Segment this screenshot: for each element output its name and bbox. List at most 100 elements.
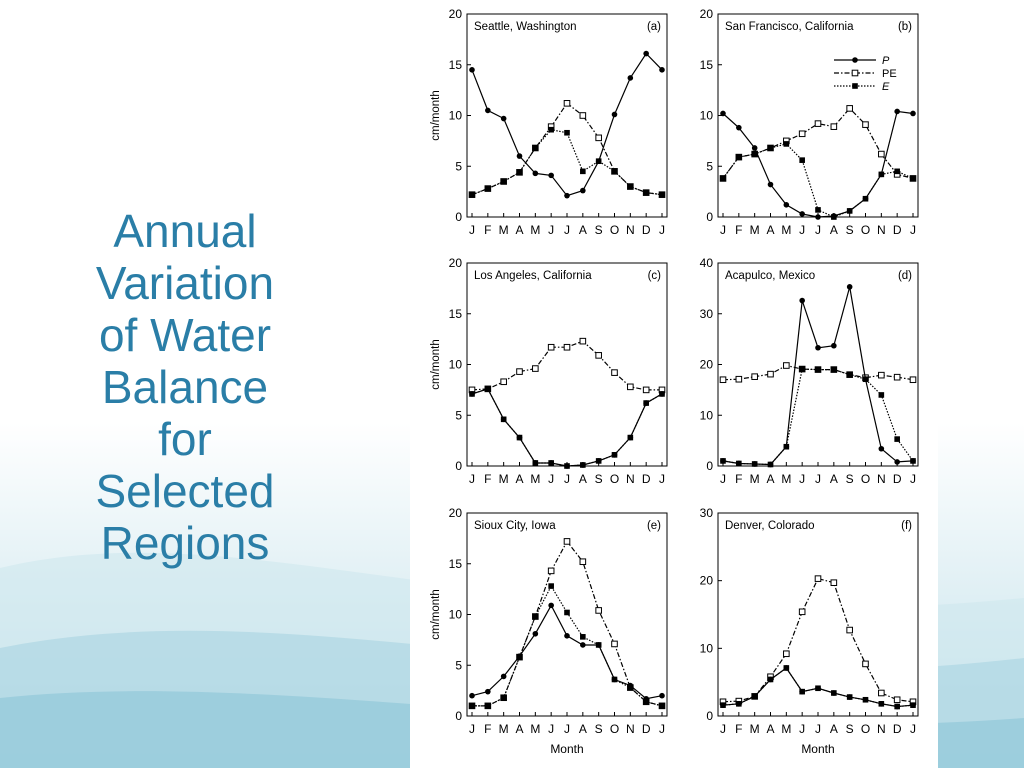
point-p — [720, 702, 726, 708]
point-p — [500, 115, 507, 122]
x-tick-label: J — [659, 472, 665, 486]
x-tick-label: J — [659, 722, 665, 736]
series-line-p — [722, 110, 914, 218]
chart-title: Sioux City, Iowa — [474, 520, 556, 532]
y-tick-label: 30 — [700, 506, 714, 520]
point-e — [815, 207, 821, 213]
point-pe — [893, 696, 901, 704]
point-pe — [814, 120, 822, 127]
point-p — [548, 460, 554, 466]
chart-letter: (e) — [647, 520, 661, 532]
point-p — [831, 213, 837, 219]
point-p — [767, 676, 774, 683]
x-tick-label: S — [595, 223, 603, 237]
point-pe — [878, 371, 885, 379]
point-p — [532, 460, 539, 466]
y-tick-label: 20 — [700, 7, 714, 21]
point-e — [910, 175, 916, 182]
x-tick-label: M — [750, 223, 760, 237]
x-tick-label: D — [893, 472, 902, 486]
x-tick-label: M — [781, 722, 791, 736]
y-tick-label: 5 — [455, 658, 462, 672]
point-p — [659, 692, 665, 699]
point-e — [846, 371, 853, 378]
y-tick-label: 0 — [706, 210, 713, 224]
x-tick-label: N — [626, 223, 635, 237]
chart-title: Denver, Colorado — [725, 520, 815, 532]
point-pe — [830, 123, 838, 130]
point-p — [878, 171, 885, 178]
x-tick-label: M — [499, 722, 509, 736]
y-tick-label: 5 — [455, 159, 462, 173]
point-p — [894, 703, 900, 710]
x-tick-label: N — [877, 472, 886, 486]
point-pe — [830, 579, 838, 586]
point-p — [500, 673, 507, 680]
point-pe — [846, 626, 853, 634]
point-e — [469, 191, 475, 198]
point-p — [548, 602, 554, 609]
legend-box — [828, 48, 914, 94]
x-tick-label: J — [815, 223, 821, 237]
point-p — [720, 458, 726, 464]
x-tick-label: J — [910, 722, 916, 736]
point-p — [469, 391, 475, 397]
y-tick-label: 10 — [449, 109, 463, 123]
x-tick-label: A — [579, 472, 587, 486]
y-tick-label: 20 — [700, 358, 714, 372]
y-tick-label: 15 — [449, 58, 463, 72]
y-tick-label: 0 — [455, 459, 462, 473]
point-e — [878, 392, 885, 398]
point-e — [643, 698, 649, 705]
legend-label: E — [882, 81, 890, 93]
y-tick-label: 10 — [449, 608, 463, 622]
x-tick-label: J — [564, 722, 570, 736]
point-pe — [893, 373, 901, 381]
y-tick-label: 15 — [449, 557, 463, 571]
series-line-pe — [472, 540, 663, 707]
point-p — [783, 665, 790, 671]
y-tick-label: 30 — [700, 307, 714, 321]
x-tick-label: S — [595, 722, 603, 736]
point-pe — [735, 375, 743, 383]
point-pe — [563, 343, 571, 351]
y-tick-label: 15 — [700, 58, 714, 72]
point-p — [564, 633, 570, 639]
x-tick-label: N — [626, 722, 635, 736]
point-p — [611, 452, 618, 458]
point-pe — [500, 378, 507, 386]
x-tick-label: S — [846, 223, 854, 237]
plot-frame — [717, 262, 919, 467]
chart-title: Los Angeles, California — [474, 270, 592, 282]
x-tick-label: M — [781, 223, 791, 237]
chart-letter: (c) — [648, 270, 662, 282]
chart-letter: (f) — [901, 520, 912, 532]
point-e — [580, 634, 586, 640]
point-p — [862, 195, 869, 202]
point-p — [783, 202, 790, 208]
x-tick-label: F — [735, 223, 742, 237]
legend-marker — [852, 57, 858, 63]
x-tick-label: D — [893, 722, 902, 736]
y-tick-label: 20 — [449, 256, 463, 270]
point-pe — [579, 112, 587, 119]
y-tick-label: 5 — [455, 408, 462, 422]
x-tick-label: O — [610, 472, 619, 486]
x-tick-label: A — [515, 472, 523, 486]
x-tick-label: M — [530, 472, 540, 486]
point-e — [564, 129, 570, 136]
point-p — [564, 463, 570, 469]
point-pe — [783, 650, 790, 658]
point-p — [815, 344, 821, 351]
x-tick-label: S — [595, 472, 603, 486]
point-p — [485, 107, 491, 114]
x-tick-label: A — [579, 223, 587, 237]
x-tick-label: J — [815, 722, 821, 736]
x-tick-label: F — [735, 722, 742, 736]
y-tick-label: 20 — [449, 506, 463, 520]
point-pe — [547, 343, 555, 351]
x-tick-label: F — [484, 722, 491, 736]
point-pe — [862, 660, 869, 668]
